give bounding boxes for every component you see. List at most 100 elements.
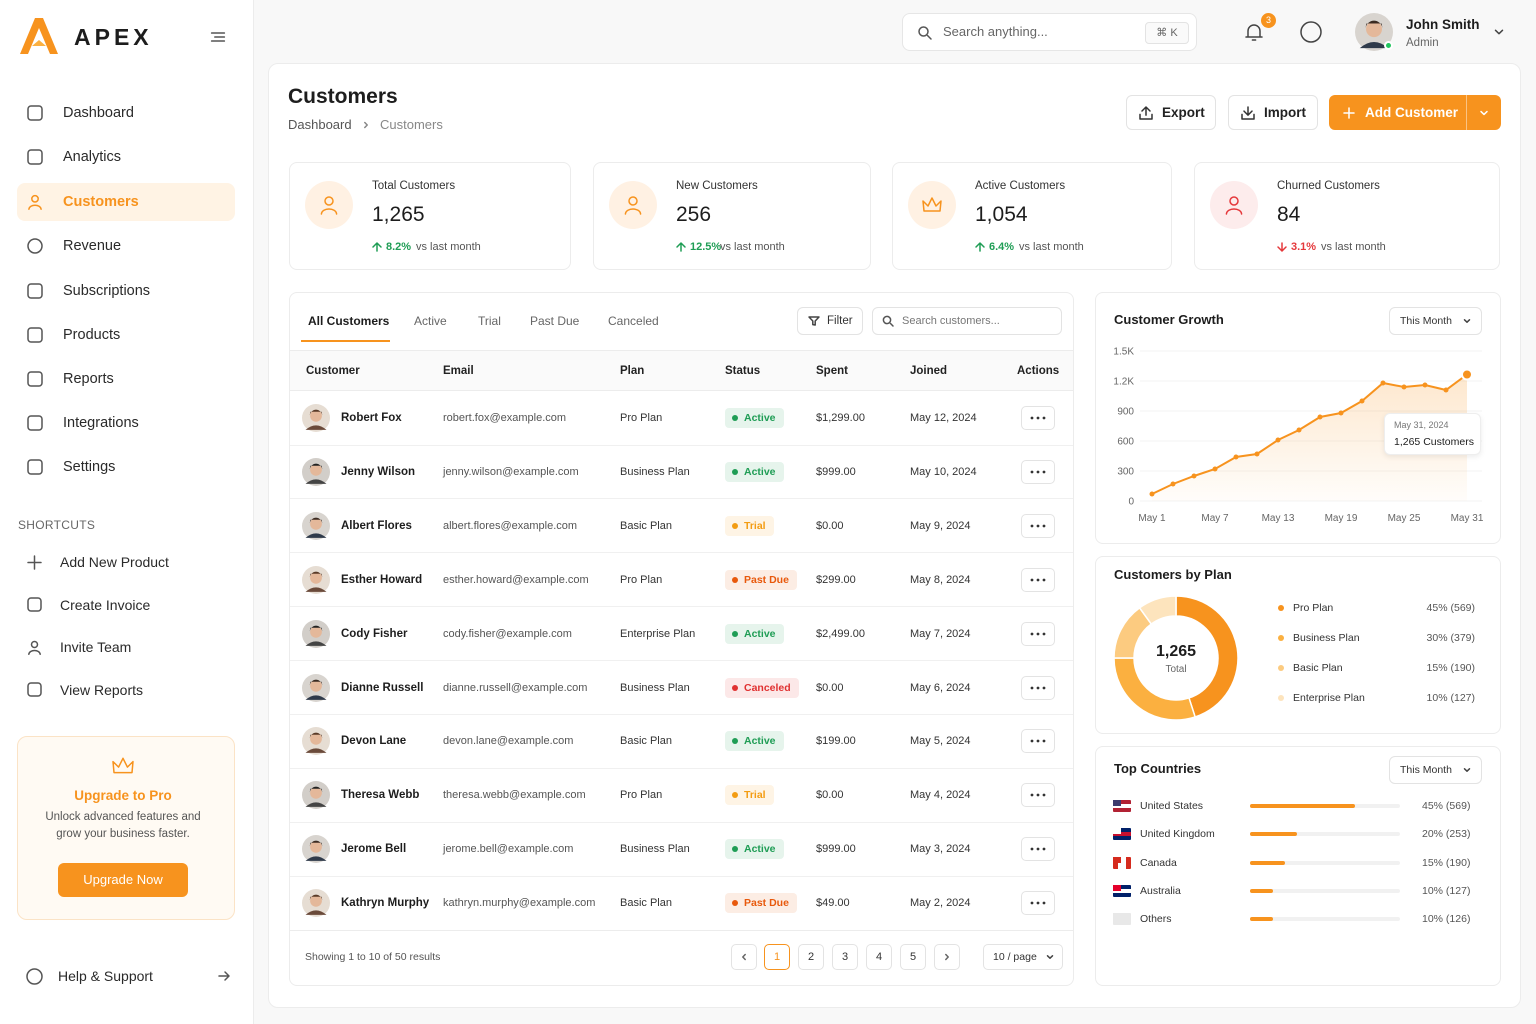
customer-name: Jerome Bell bbox=[341, 843, 407, 856]
column-header: Status bbox=[725, 365, 761, 377]
donut-segment bbox=[1138, 595, 1177, 626]
pagination-summary: Showing 1 to 10 of 50 results bbox=[305, 951, 441, 963]
icon bbox=[218, 971, 230, 981]
status-pill: Past Due bbox=[725, 893, 797, 914]
nav-item[interactable]: Integrations bbox=[63, 415, 139, 432]
tab[interactable]: Past Due bbox=[530, 314, 580, 328]
avatar bbox=[302, 781, 330, 810]
range-label: This Month bbox=[1400, 764, 1452, 776]
status-dot bbox=[732, 792, 738, 799]
actions-button[interactable] bbox=[1021, 675, 1055, 700]
icon-stroke bbox=[882, 315, 892, 325]
tooltip bbox=[1384, 413, 1481, 455]
page-button[interactable]: 1 bbox=[764, 944, 790, 970]
nav-item[interactable]: Reports bbox=[63, 371, 114, 387]
icon-stroke bbox=[1343, 107, 1355, 119]
nav-item[interactable]: Products bbox=[63, 326, 121, 343]
tooltip-text: 1,265 Customers bbox=[1394, 436, 1474, 448]
shortcut-item[interactable]: Invite Team bbox=[60, 639, 132, 655]
tab[interactable]: All Customers bbox=[308, 314, 390, 328]
page-button[interactable]: 4 bbox=[866, 944, 892, 970]
nav-item[interactable]: Subscriptions bbox=[63, 282, 151, 299]
dot bbox=[1030, 847, 1034, 851]
avatar-face bbox=[310, 733, 322, 746]
country-bar bbox=[1250, 860, 1286, 865]
shortcut-item[interactable]: View Reports bbox=[60, 681, 144, 698]
nav-item[interactable]: Settings bbox=[63, 459, 116, 476]
icon bbox=[1463, 319, 1471, 323]
table-footer-border bbox=[290, 930, 1073, 931]
table-header-bg bbox=[290, 351, 1073, 391]
upgrade-button[interactable]: Upgrade Now bbox=[58, 863, 188, 897]
stat-icon-bg bbox=[908, 181, 956, 229]
customer-joined: May 8, 2024 bbox=[910, 573, 971, 586]
row-divider bbox=[290, 552, 1073, 554]
legend-label: Pro Plan bbox=[1293, 602, 1334, 614]
tabs-border bbox=[290, 350, 1073, 351]
page-button[interactable]: 3 bbox=[832, 944, 858, 970]
shortcuts-title: SHORTCUTS bbox=[18, 518, 96, 532]
icon-stroke bbox=[26, 682, 42, 697]
icon bbox=[27, 149, 43, 165]
icon-stroke bbox=[27, 459, 43, 476]
avatar-face bbox=[310, 517, 322, 530]
dot bbox=[1042, 739, 1046, 743]
primary-button[interactable] bbox=[1329, 95, 1501, 130]
customer-spent: $299.00 bbox=[816, 573, 856, 586]
icon-stroke bbox=[320, 208, 338, 215]
nav-item[interactable]: Analytics bbox=[63, 149, 122, 166]
tab[interactable]: Trial bbox=[478, 314, 501, 328]
page-prev[interactable] bbox=[731, 944, 757, 970]
header-button[interactable] bbox=[1126, 95, 1216, 130]
icon-stroke bbox=[1046, 955, 1054, 959]
tab[interactable]: Active bbox=[414, 314, 447, 328]
bar-track bbox=[1250, 832, 1400, 837]
avatar-hair bbox=[1365, 20, 1383, 29]
customer-plan: Enterprise Plan bbox=[620, 627, 696, 640]
page-next[interactable] bbox=[934, 944, 960, 970]
nav-item[interactable]: Customers bbox=[63, 194, 139, 211]
actions-button[interactable] bbox=[1021, 729, 1055, 754]
flag-part bbox=[1113, 884, 1121, 891]
tab[interactable]: Canceled bbox=[608, 314, 659, 328]
legend-label: Basic Plan bbox=[1293, 662, 1343, 674]
dot bbox=[1042, 793, 1046, 797]
table-search[interactable] bbox=[872, 307, 1062, 335]
avatar-face bbox=[310, 895, 322, 907]
more-icon bbox=[1030, 578, 1046, 582]
shortcut-item[interactable]: Create Invoice bbox=[60, 596, 151, 613]
range-dropdown[interactable] bbox=[1389, 307, 1482, 335]
icon-stroke bbox=[31, 195, 39, 203]
plans-donut bbox=[1113, 595, 1239, 721]
actions-button[interactable] bbox=[1021, 837, 1055, 862]
more-icon bbox=[1030, 470, 1046, 474]
page-button[interactable]: 5 bbox=[900, 944, 926, 970]
avatar-face bbox=[310, 787, 322, 800]
shortcut-item[interactable]: Add New Product bbox=[60, 554, 169, 570]
filter-button[interactable] bbox=[797, 307, 863, 335]
customer-plan: Pro Plan bbox=[620, 789, 663, 802]
flag-part bbox=[1118, 856, 1126, 869]
icon-stroke bbox=[210, 32, 226, 42]
stat-label: Active Customers bbox=[975, 180, 1066, 192]
customer-joined: May 7, 2024 bbox=[910, 627, 971, 640]
header-button[interactable] bbox=[1228, 95, 1318, 130]
customer-name: Dianne Russell bbox=[341, 681, 424, 694]
dot bbox=[1036, 416, 1040, 420]
country-name: Australia bbox=[1140, 884, 1181, 897]
customer-name: Robert Fox bbox=[341, 412, 402, 424]
nav-item[interactable]: Dashboard bbox=[63, 105, 134, 121]
help-link[interactable]: Help & Support bbox=[58, 968, 153, 984]
breadcrumb-item[interactable]: Dashboard bbox=[288, 117, 352, 132]
icon-stroke bbox=[218, 971, 230, 981]
range-dropdown[interactable] bbox=[1389, 756, 1482, 784]
avatar-body bbox=[305, 533, 327, 538]
flag-part bbox=[1113, 804, 1131, 808]
column-header: Email bbox=[443, 365, 474, 377]
page-size[interactable] bbox=[983, 944, 1063, 970]
nav-item[interactable]: Revenue bbox=[63, 238, 122, 255]
avatar-hair bbox=[309, 409, 323, 416]
stat-value: 1,054 bbox=[975, 203, 1028, 226]
icon bbox=[27, 327, 43, 343]
page-button[interactable]: 2 bbox=[798, 944, 824, 970]
